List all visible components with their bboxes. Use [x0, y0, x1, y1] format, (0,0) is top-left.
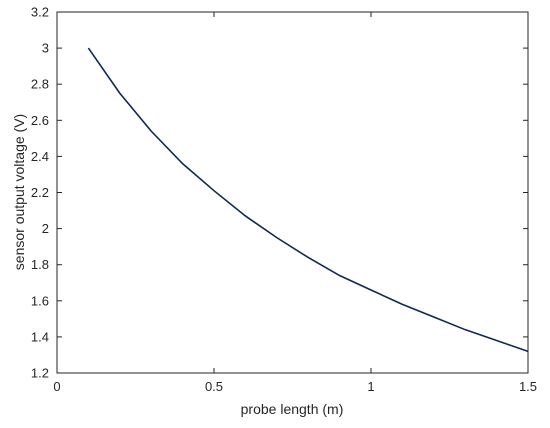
axis-ticks: [56, 11, 529, 374]
y-tick-label: 1.6: [31, 293, 49, 308]
series-line: [87, 47, 529, 353]
y-tick-label: 2.4: [31, 149, 49, 164]
y-axis-label: sensor output voltage (V): [11, 114, 27, 270]
x-tick-label: 1: [367, 379, 374, 394]
y-tick-label: 3: [42, 41, 49, 56]
y-tick-label: 2: [42, 221, 49, 236]
y-tick-label: 3.2: [31, 5, 49, 20]
y-tick-label: 1.8: [31, 257, 49, 272]
y-tick-label: 1.2: [31, 366, 49, 381]
y-tick-label: 2.8: [31, 77, 49, 92]
y-tick-label: 2.2: [31, 185, 49, 200]
x-axis-label: probe length (m): [241, 401, 344, 417]
y-tick-label: 2.6: [31, 113, 49, 128]
y-tick-label: 1.4: [31, 329, 49, 344]
axis-tick-labels: 0 0.5 1 1.5 1.2 1.4 1.6 1.8 2 2.2 2.4 2.6 2.8 3 3.2: [31, 5, 537, 395]
x-tick-label: 0: [53, 379, 60, 394]
x-tick-label: 0.5: [205, 379, 223, 394]
x-tick-label: 1.5: [519, 379, 537, 394]
plot-area: [56, 11, 529, 374]
